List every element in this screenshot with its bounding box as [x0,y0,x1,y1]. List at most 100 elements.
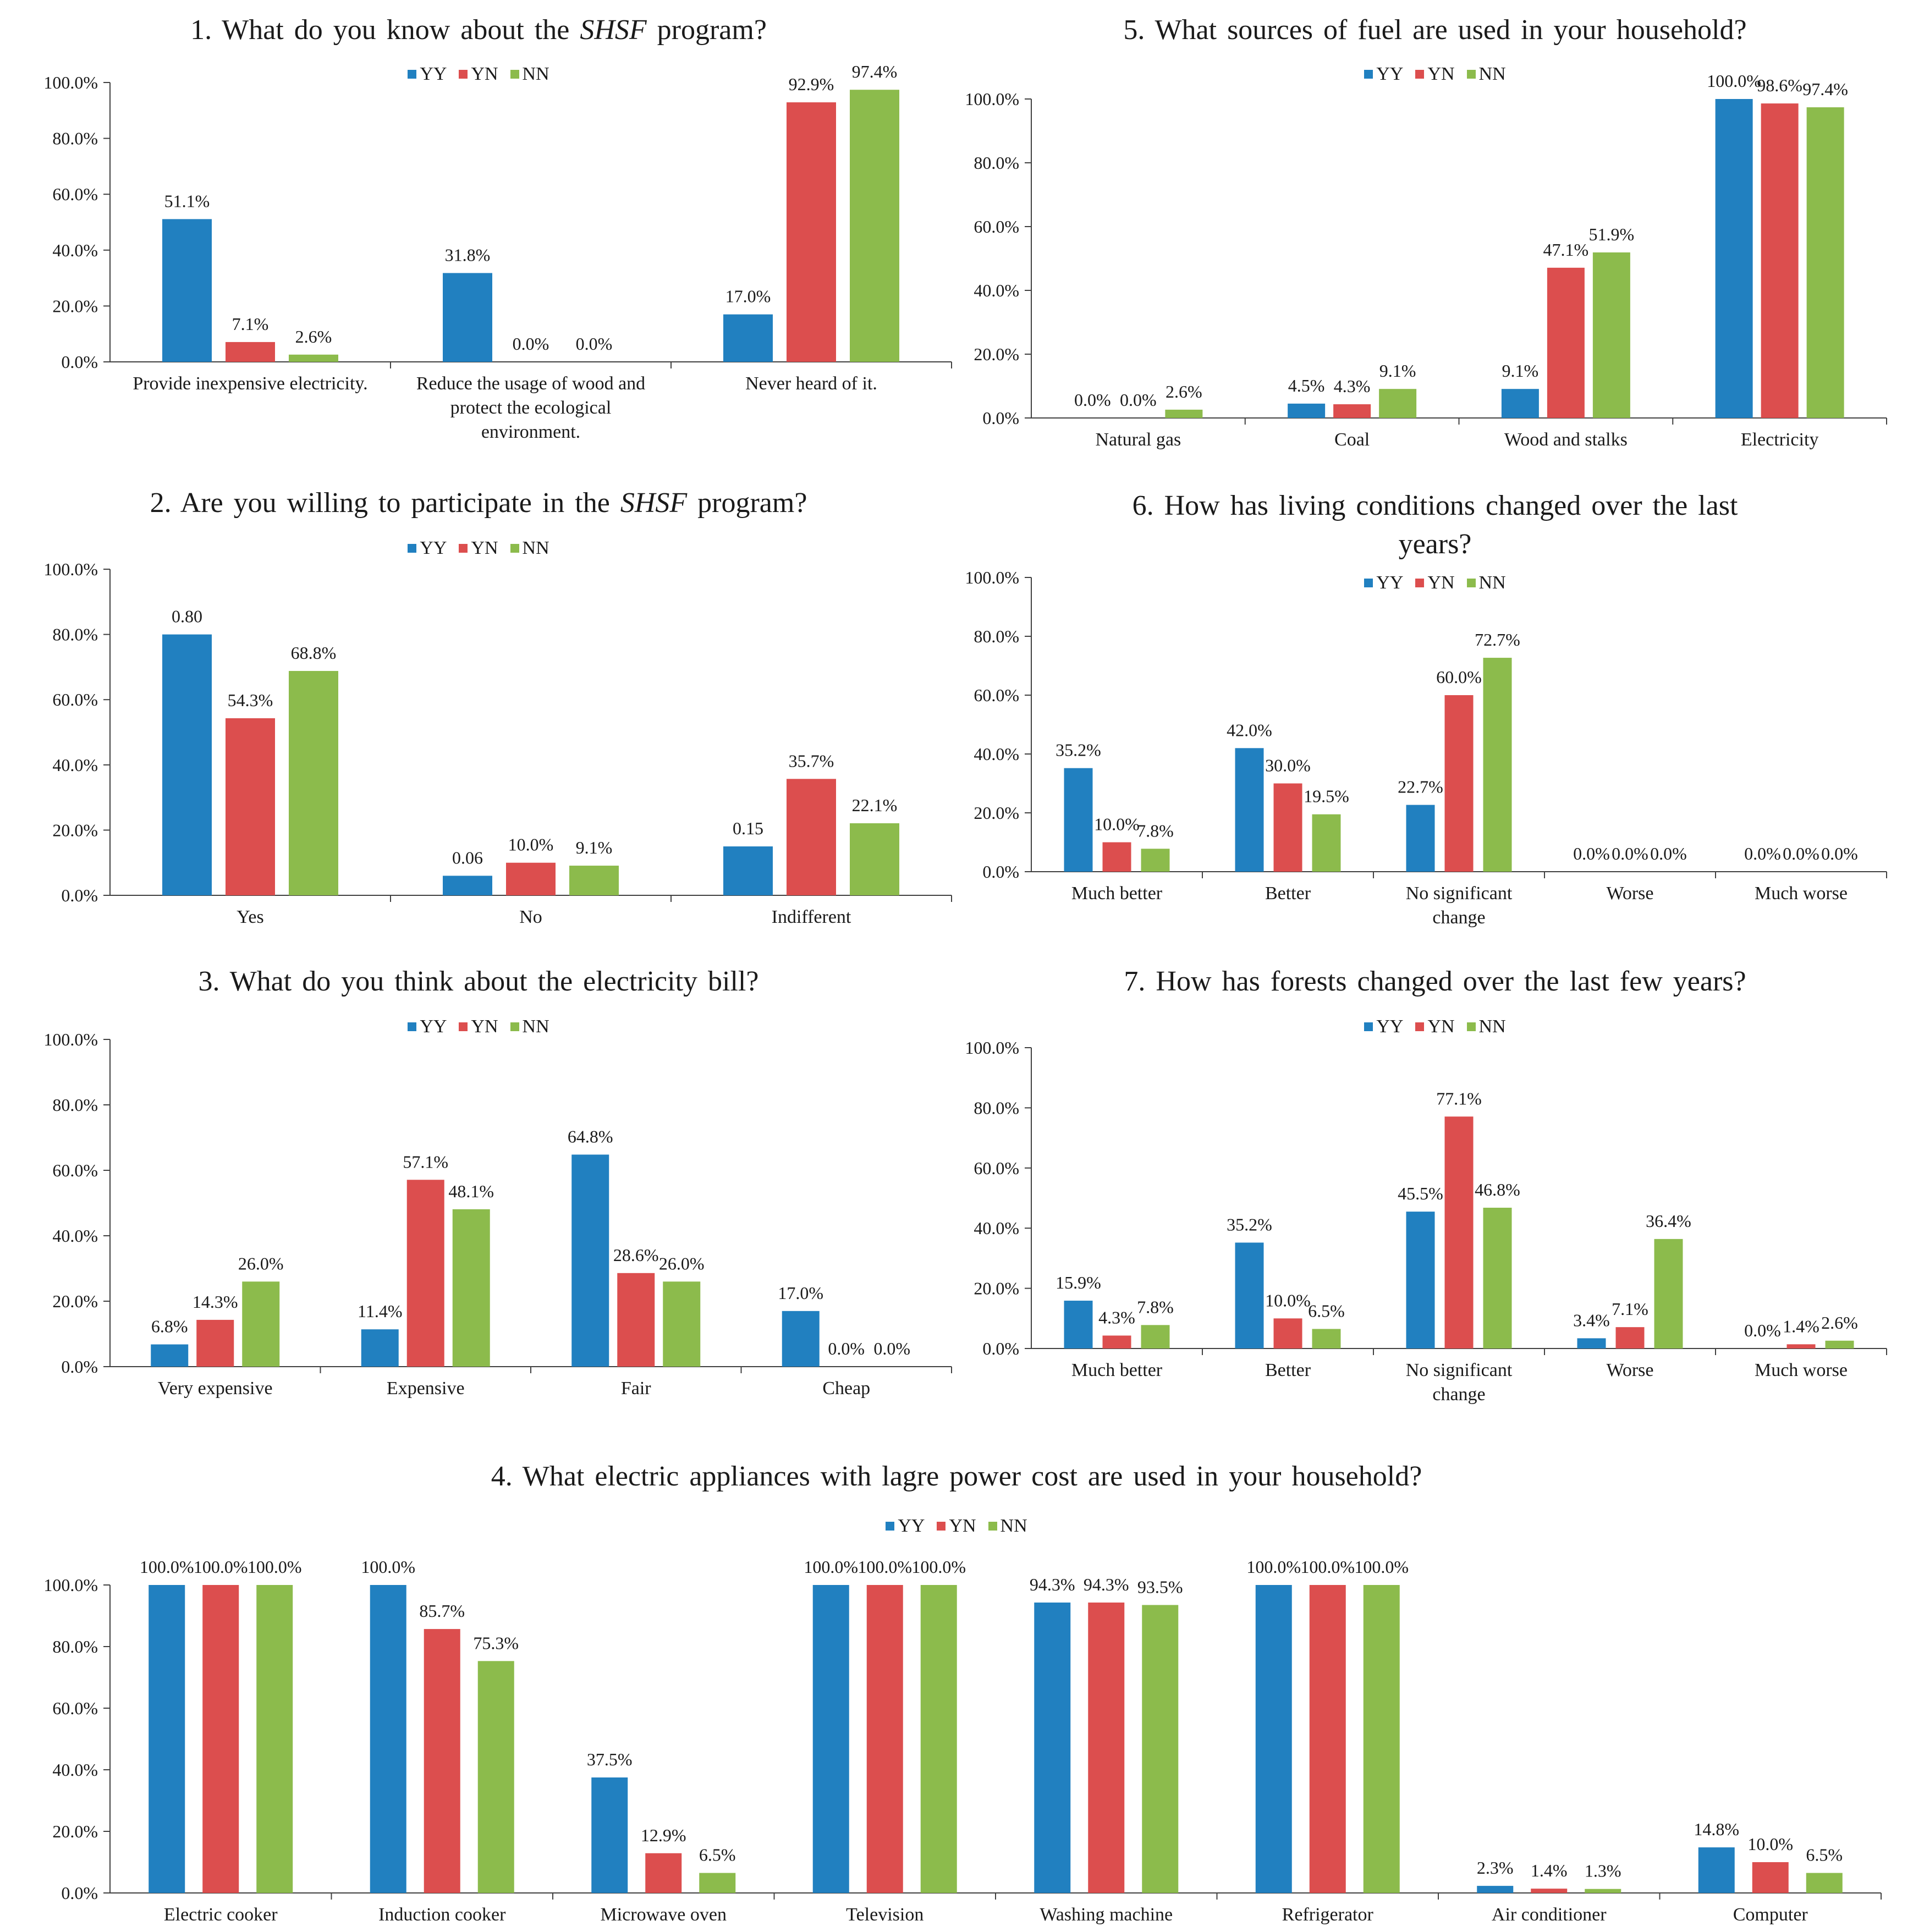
y-tick-label: 0.0% [61,1357,98,1377]
data-label: 51.9% [1589,224,1635,244]
legend-label: YN [1427,1016,1455,1037]
bar-nn [1592,252,1630,418]
data-label: 3.4% [1573,1310,1610,1330]
chart-title: 7. How has forests changed over the last… [957,962,1913,1001]
bar-nn [699,1873,736,1893]
bar-yy [162,634,212,895]
bar-nn [1654,1239,1683,1348]
chart-plot: 0.0% 20.0% 40.0% 60.0% 80.0% 100.0% Very expen… [43,1030,952,1399]
data-label: 35.7% [789,751,834,770]
y-tick-label: 40.0% [52,1760,98,1780]
y-tick-label: 80.0% [52,1637,98,1656]
bar-yn [617,1273,655,1367]
data-label: 42.0% [1227,720,1272,740]
category-label: Cheap [822,1378,870,1399]
category-label: Very expensive [158,1378,273,1399]
category-label: Electric cooker [164,1905,278,1925]
legend-label: NN [1000,1516,1027,1536]
category-label: Provide inexpensive electricity. [133,373,367,394]
data-label: 17.0% [725,287,771,306]
bar-yn [1102,1335,1131,1348]
y-tick-label: 40.0% [974,744,1019,764]
bar-nn [242,1281,280,1367]
category-label: change [1432,907,1485,928]
data-label: 94.3% [1084,1575,1129,1594]
legend-swatch [459,544,468,553]
data-label: 10.0% [1094,814,1140,834]
y-tick-label: 100.0% [965,1038,1019,1058]
data-label: 17.0% [778,1283,823,1303]
data-label: 2.6% [1166,382,1202,401]
chart-panel-1: 1. What do you know about the SHSF progr… [0,5,957,445]
chart-title-part: 1. What do you know about the [190,14,580,46]
data-label: 68.8% [291,643,337,663]
y-tick-label: 0.0% [982,1339,1019,1358]
chart-legend: YY YN NN [0,539,957,558]
y-tick-label: 40.0% [52,755,98,775]
bar-yn [196,1319,234,1367]
legend-item-yn: YN [459,1017,498,1036]
data-label: 30.0% [1265,756,1311,775]
category-label: Microwave oven [601,1905,727,1925]
category-label: Natural gas [1095,430,1181,450]
bar-nn [452,1209,490,1367]
legend-label: YN [471,538,498,558]
legend-label: NN [522,538,549,558]
bar-nn [850,90,899,362]
data-label: 0.15 [733,818,763,838]
legend-item-nn: NN [510,65,549,84]
category-label: Television [846,1905,923,1925]
bar-yn [226,342,275,362]
y-tick-label: 80.0% [974,153,1019,173]
chart-plot: 0.0% 20.0% 40.0% 60.0% 80.0% 100.0% Much bette… [965,1038,1887,1405]
data-label: 100.0% [1354,1557,1409,1577]
bar-nn [289,671,338,895]
bar-nn [1806,107,1844,418]
data-label: 15.9% [1056,1273,1101,1292]
data-label: 46.8% [1475,1180,1520,1199]
bar-yy [1477,1886,1514,1893]
y-tick-label: 40.0% [974,280,1019,300]
y-tick-label: 100.0% [965,89,1019,109]
data-label: 0.0% [1744,1320,1781,1340]
chart-plot: 0.0% 20.0% 40.0% 60.0% 80.0% 100.0% Electric c… [43,1557,1882,1925]
data-label: 4.5% [1288,376,1325,395]
legend-label: YY [1376,573,1404,593]
legend-item-yn: YN [1415,573,1455,593]
legend-item-yn: YN [459,539,498,558]
bar-nn [1141,849,1170,872]
y-tick-label: 60.0% [974,685,1019,705]
y-tick-label: 20.0% [974,1279,1019,1298]
chart-legend: YY YN NN [0,65,957,84]
bar-nn [1165,409,1203,418]
category-label: No significant [1406,1360,1513,1380]
y-tick-label: 20.0% [52,296,98,316]
chart-legend: YY YN NN [957,1017,1913,1036]
y-tick-label: 20.0% [52,1821,98,1841]
bar-yy [361,1329,399,1367]
legend-label: YN [1427,573,1455,593]
data-label: 100.0% [911,1557,966,1577]
data-label: 11.4% [358,1301,402,1321]
legend-label: YY [1376,64,1404,84]
category-label: Much worse [1755,883,1848,904]
data-label: 64.8% [568,1126,613,1146]
bar-yy [591,1777,628,1893]
legend-label: YY [420,64,447,84]
legend-label: YN [471,1016,498,1037]
y-tick-label: 0.0% [61,885,98,905]
legend-item-yy: YY [408,1017,447,1036]
data-label: 7.1% [232,314,269,334]
data-label: 85.7% [419,1601,465,1621]
category-label: Induction cooker [378,1905,506,1925]
data-label: 77.1% [1436,1088,1482,1108]
legend-swatch [459,70,468,79]
data-label: 100.0% [140,1557,194,1577]
data-label: 7.8% [1137,1297,1174,1317]
y-tick-label: 100.0% [965,568,1019,587]
data-label: 0.0% [828,1339,865,1358]
y-tick-label: 100.0% [43,1575,98,1595]
data-label: 4.3% [1098,1307,1135,1327]
data-label: 2.6% [1821,1313,1858,1333]
y-tick-label: 80.0% [974,1098,1019,1118]
